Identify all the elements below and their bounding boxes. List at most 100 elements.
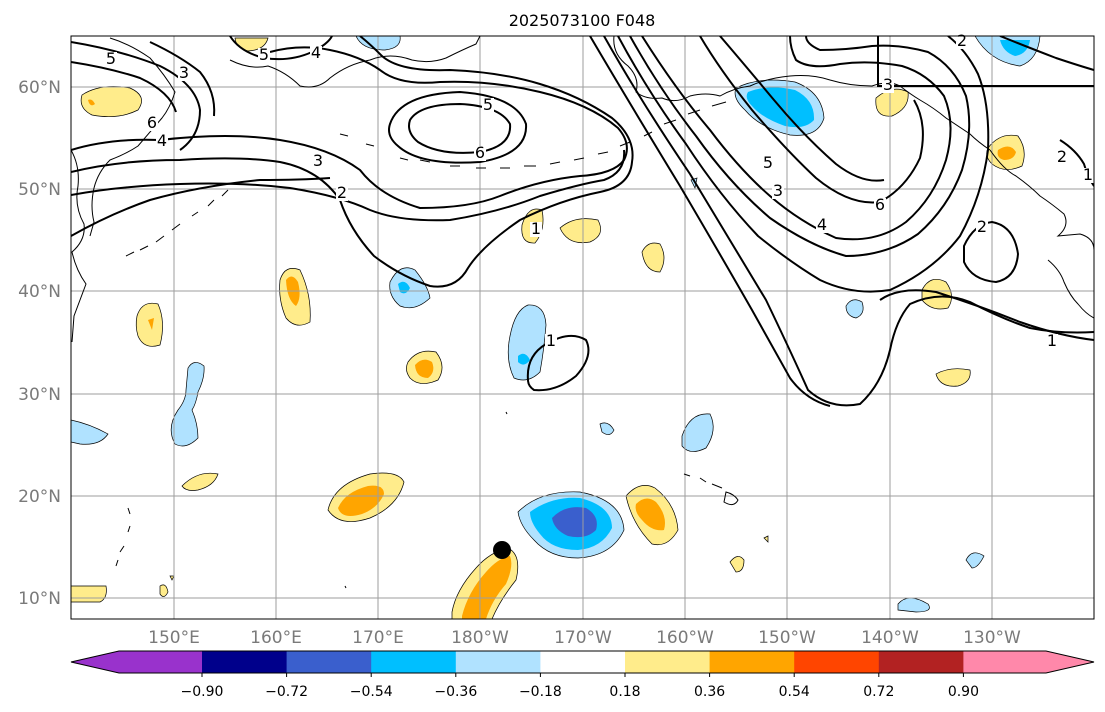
contour-label-background: [816, 218, 828, 233]
contour-label-background: [1056, 150, 1068, 165]
contour-label-background: [545, 334, 557, 349]
contour-line: [629, 36, 971, 258]
contour-label: 3: [883, 75, 893, 94]
anomaly-positive-core: [88, 99, 95, 106]
contour-label: 3: [179, 63, 189, 82]
longitude-label: 170°W: [554, 628, 612, 648]
shaded-anomalies: [71, 36, 1041, 619]
contour-label-background: [874, 198, 886, 213]
contour-label-background: [1082, 168, 1094, 183]
anomaly-negative-region: [599, 422, 615, 435]
contour-line: [408, 102, 512, 154]
longitude-label: 180°W: [451, 628, 509, 648]
anomaly-positive-core: [148, 318, 154, 330]
contour-label: 5: [259, 45, 269, 64]
contour-label-background: [762, 156, 774, 171]
contour-line: [71, 149, 626, 222]
anomaly-negative-region: [681, 413, 714, 452]
coastline-kamchatka: [89, 37, 176, 237]
contour-line: [589, 36, 831, 407]
anomaly-positive-region: [135, 302, 163, 347]
contour-label-background: [146, 116, 158, 131]
contour-label: 5: [483, 95, 493, 114]
contour-label: 1: [546, 331, 556, 350]
anomaly-positive-region: [763, 535, 769, 543]
colorbar-band: [794, 651, 880, 673]
coastline-asia: [71, 149, 87, 343]
colorbar-band: [709, 651, 795, 673]
contour-line: [999, 36, 1094, 71]
colorbar-band: [540, 651, 626, 673]
latitude-label: 20°N: [18, 487, 61, 507]
coastline-western-alaska: [613, 36, 991, 151]
contour-label: 1: [1047, 331, 1057, 350]
contour-line: [641, 36, 952, 241]
anomaly-negative-region: [845, 299, 864, 319]
anomaly-positive-region: [935, 368, 971, 387]
anomaly-positive-core: [338, 485, 384, 516]
anomaly-positive-region: [169, 575, 175, 581]
anomaly-negative-region: [897, 597, 930, 613]
contour-label-background: [530, 222, 542, 237]
colorbar-tick-label: 0.36: [694, 684, 725, 700]
contour-label: 4: [817, 215, 827, 234]
colorbar-tick-label: 0.90: [948, 684, 979, 700]
coastline-pacific-islands: [115, 411, 508, 589]
contour-label-background: [312, 154, 324, 169]
colorbar-tick-label: 0.18: [609, 684, 640, 700]
longitude-label: 160°E: [250, 628, 302, 648]
longitude-label: 170°E: [352, 628, 404, 648]
anomaly-positive-region: [71, 585, 107, 603]
anomaly-positive-region: [729, 556, 745, 573]
colorbar-tick-label: −0.54: [350, 684, 393, 700]
latitude-label: 30°N: [18, 385, 61, 405]
contour-label-background: [156, 134, 168, 149]
colorbar-tick-label: −0.72: [265, 684, 308, 700]
contour-label: 5: [106, 49, 116, 68]
contour-label: 2: [977, 217, 987, 236]
contour-line: [879, 289, 1094, 341]
colorbar-tick-label: −0.36: [434, 684, 477, 700]
colorbar-extend-min: [71, 651, 119, 673]
contour-line: [71, 41, 202, 151]
longitude-label: 150°W: [758, 628, 816, 648]
contour-label-background: [105, 52, 117, 67]
colorbar-band: [878, 651, 964, 673]
latitude-label: 50°N: [18, 180, 61, 200]
anomaly-negative-region: [507, 304, 547, 381]
contour-label: 6: [875, 195, 885, 214]
contour-line: [71, 46, 628, 210]
contour-label: 6: [147, 113, 157, 132]
colorbar-band: [286, 651, 372, 673]
contour-label: 3: [773, 181, 783, 200]
colorbar-tick-label: −0.90: [181, 684, 224, 700]
contour-label-background: [772, 184, 784, 199]
contour-label: 2: [1057, 147, 1067, 166]
anomaly-positive-core: [635, 498, 665, 531]
colorbar-band: [455, 651, 541, 673]
anomaly-positive-region: [159, 584, 169, 597]
contour-label: 2: [957, 31, 967, 50]
contour-label-background: [976, 220, 988, 235]
colorbar-band: [371, 651, 457, 673]
anomaly-negative-region: [965, 552, 985, 569]
contour-line: [719, 36, 885, 182]
latitude-label: 60°N: [18, 78, 61, 98]
map-frame: [70, 35, 1095, 620]
contour-line: [388, 90, 528, 164]
map-title: 2025073100 F048: [509, 11, 656, 30]
contour-line: [603, 36, 1094, 407]
contour-line: [71, 61, 177, 113]
anomaly-positive-region: [921, 279, 952, 310]
contour-label: 4: [311, 43, 321, 62]
colorbar-tick-label: 0.72: [863, 684, 894, 700]
anomaly-positive-region: [181, 472, 219, 491]
latitude-labels: 10°N 20°N 30°N 40°N 50°N 60°N: [18, 78, 61, 609]
contour-label: 1: [1083, 165, 1093, 184]
longitude-label: 140°W: [861, 628, 919, 648]
longitude-label: 130°W: [963, 628, 1021, 648]
colorbar-band: [963, 651, 1046, 673]
coastlines: [71, 36, 1094, 589]
